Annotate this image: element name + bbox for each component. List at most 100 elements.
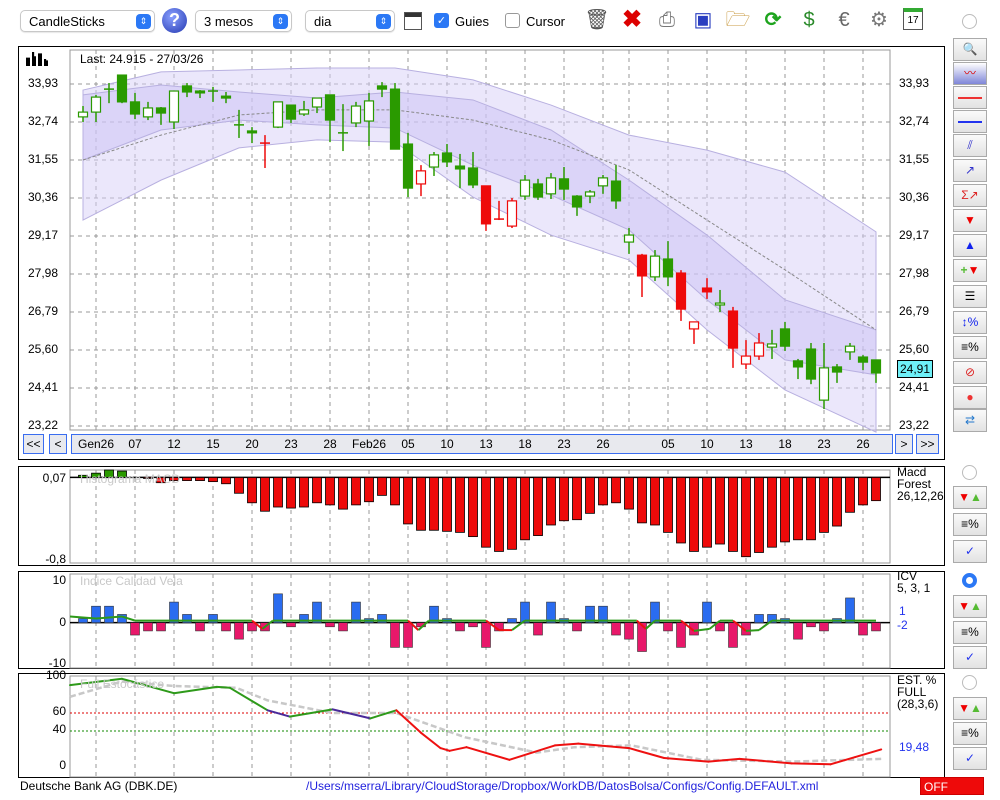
main-panel-radio[interactable] [962, 14, 977, 29]
guides-checkbox[interactable]: ✓ [434, 13, 449, 28]
stoch-ytick: 60 [52, 704, 66, 718]
down-arrow-button[interactable]: ▼ [953, 209, 987, 232]
macd-panel[interactable] [18, 466, 945, 566]
dashed-lines-button[interactable]: ☰ [953, 285, 987, 308]
chart-window-icon[interactable] [404, 12, 422, 30]
down-up-arrows-icon: ▼▲ [958, 701, 982, 715]
delete-icon[interactable]: ✖ [621, 6, 643, 33]
interval-select[interactable]: dia ⇕ [305, 10, 395, 32]
plot-area-frame [69, 49, 891, 431]
stoch-k-segment [215, 685, 231, 689]
candle-body [506, 200, 518, 227]
macd-curve-button[interactable]: ✓ [953, 540, 987, 563]
macd-bar [520, 477, 530, 541]
up-arrow-button[interactable]: ▲ [953, 234, 987, 257]
nav-first-button[interactable]: << [23, 434, 44, 454]
stochastic-panel-radio[interactable] [962, 675, 977, 690]
candle-body [766, 343, 778, 348]
help-icon[interactable]: ? [162, 8, 187, 33]
guides-label: Guies [455, 14, 489, 29]
date-axis-bar[interactable] [71, 434, 893, 454]
icv-ytick: 0 [59, 614, 66, 629]
icv-bar [819, 622, 829, 632]
macd-legend-type: Forest [897, 477, 932, 491]
icv-signals-button[interactable]: ▼▲ [953, 595, 987, 618]
channel-button[interactable]: ⫽ [953, 134, 987, 157]
signals-button[interactable]: +▼ [953, 259, 987, 282]
save-icon[interactable]: ▣ [693, 9, 713, 31]
icv-value-2: -2 [897, 618, 908, 632]
macd-bar [650, 477, 660, 526]
icv-value-1: 1 [899, 604, 906, 618]
range-percent-button[interactable]: ↕% [953, 311, 987, 334]
stoch-signals-button[interactable]: ▼▲ [953, 697, 987, 720]
macd-bar [338, 477, 348, 510]
candle-body [155, 107, 167, 114]
icv-lines-percent-button[interactable]: ≡% [953, 621, 987, 644]
icv-bar [377, 614, 387, 623]
record-button[interactable]: ● [953, 386, 987, 409]
date-axis-label: 13 [479, 437, 493, 451]
red-line-button[interactable] [953, 86, 987, 109]
config-path-link[interactable]: /Users/mserra/Library/CloudStorage/Dropb… [306, 779, 819, 793]
refresh-icon[interactable]: ⟳ [764, 9, 782, 31]
cursor-checkbox[interactable] [505, 13, 520, 28]
calendar-icon[interactable]: 17 [903, 8, 923, 30]
sum-trendline-button[interactable]: Σ↗ [953, 184, 987, 207]
sum-trendline-icon: Σ↗ [961, 188, 979, 202]
macd-bar [390, 477, 400, 506]
period-value: 3 mesos [204, 14, 254, 29]
plot-area-frame [69, 469, 891, 564]
lines-percent-button[interactable]: ≡% [953, 336, 987, 359]
candle-body [779, 328, 791, 347]
sync-button[interactable]: ⇄ [953, 409, 987, 432]
price-chart-panel[interactable] [18, 46, 945, 460]
macd-bar [637, 477, 647, 524]
candle-body [142, 107, 154, 118]
macd-ytick: 0,07 [42, 471, 66, 485]
icv-panel-radio[interactable] [962, 573, 977, 588]
chart-type-select[interactable]: CandleSticks ⇕ [20, 10, 155, 32]
euro-icon[interactable]: € [838, 9, 850, 31]
nav-prev-button[interactable]: < [49, 434, 67, 454]
macd-bar [143, 477, 153, 479]
macd-signals-button[interactable]: ▼▲ [953, 486, 987, 509]
refresh-dollar-icon[interactable]: $ [803, 9, 815, 31]
off-toggle[interactable]: OFF [920, 777, 984, 795]
macd-bar [533, 477, 543, 536]
date-axis-label: 07 [128, 437, 142, 451]
macd-bar [741, 477, 751, 558]
nav-last-button[interactable]: >> [916, 434, 939, 454]
overview-chart-button[interactable]: 〰 [953, 62, 987, 85]
no-entry-button[interactable]: ⊘ [953, 361, 987, 384]
down-arrow-icon: ▼ [964, 213, 976, 227]
icv-bar [624, 622, 634, 640]
last-price-badge: 24,91 [897, 360, 933, 378]
gear-icon[interactable]: ⚙ [870, 9, 888, 31]
icv-bar [728, 622, 738, 648]
channel-icon: ⫽ [967, 138, 973, 152]
up-arrow-icon: ▲ [964, 238, 976, 252]
stoch-curve-button[interactable]: ✓ [953, 747, 987, 770]
date-axis-label: 18 [778, 437, 792, 451]
trash-icon[interactable]: 🗑 [584, 9, 610, 31]
trendline-button[interactable]: ↗ [953, 159, 987, 182]
print-icon[interactable]: ⎙ [659, 9, 675, 31]
icv-curve-button[interactable]: ✓ [953, 646, 987, 669]
date-axis-label: 26 [856, 437, 870, 451]
price-axis-label-right: 32,74 [899, 114, 930, 128]
macd-title: Histograma MACD [80, 472, 181, 486]
macd-bar [260, 477, 270, 512]
period-select[interactable]: 3 mesos ⇕ [195, 10, 292, 32]
price-axis-label-left: 31,55 [27, 152, 58, 166]
macd-lines-percent-button[interactable]: ≡% [953, 513, 987, 536]
blue-line-button[interactable] [953, 110, 987, 133]
outer-band [82, 67, 877, 433]
nav-next-button[interactable]: > [895, 434, 913, 454]
stoch-lines-percent-button[interactable]: ≡% [953, 722, 987, 745]
mini-chart-icon: 〰 [963, 66, 976, 80]
macd-panel-radio[interactable] [962, 465, 977, 480]
zoom-button[interactable]: 🔍 [953, 38, 987, 61]
folder-open-icon[interactable]: 🗁 [725, 9, 751, 31]
price-axis-label-right: 33,93 [899, 76, 930, 90]
